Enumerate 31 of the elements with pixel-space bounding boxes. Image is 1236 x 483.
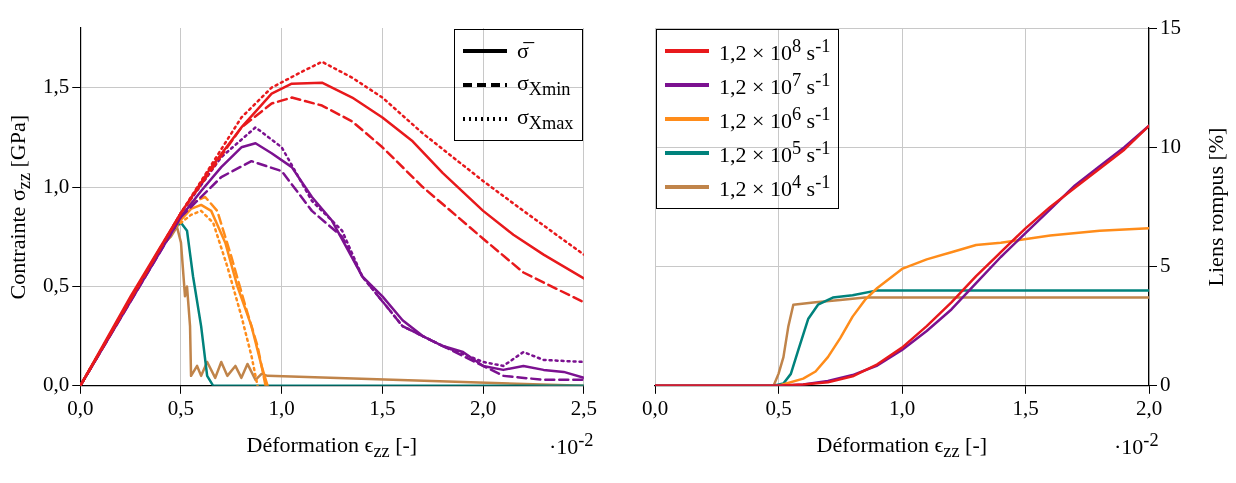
y2-tick-label: 5 — [1160, 253, 1171, 278]
annotation: σ$_{Xmin}$ — [516, 69, 571, 101]
x-tick-label: 0,0 — [641, 395, 669, 420]
y2-axis-title: Liens rompus [%] — [1202, 127, 1229, 287]
x-tick-label: 2,0 — [1135, 395, 1163, 420]
x-tick-label: 2,5 — [570, 395, 597, 420]
legend-label: 1,2 × 10$^{5}$ s$^{-1}$ — [719, 137, 831, 169]
y-tick-label: 0,5 — [43, 272, 70, 297]
x-tick-label: 1,5 — [1012, 395, 1039, 420]
x-tick-label: 0,5 — [765, 395, 792, 420]
text: ·10$^{-2}$ — [548, 429, 594, 461]
x-tick-label: 1,0 — [268, 395, 295, 420]
y2-tick-label: 0 — [1160, 372, 1171, 397]
legend-label: 1,2 × 10$^{8}$ s$^{-1}$ — [719, 35, 831, 67]
x-axis-title: Déformation ϵ$_{zz}$ [-] — [816, 431, 988, 463]
y-tick-label: 1,5 — [43, 74, 70, 99]
legend-label: 1,2 × 10$^{7}$ s$^{-1}$ — [719, 69, 831, 101]
x-tick-label: 0,0 — [67, 395, 94, 420]
x-tick-label: 2,0 — [470, 395, 497, 420]
y2-tick-label: 15 — [1160, 14, 1181, 39]
x-tick-label: 1,0 — [888, 395, 916, 420]
y2-tick-label: 10 — [1160, 133, 1181, 158]
x-tick-label: 0,5 — [167, 395, 195, 420]
text: ·10$^{-2}$ — [1114, 429, 1159, 461]
y-tick-label: 0,0 — [43, 372, 70, 397]
annotation: σ$_{Xmax}$ — [516, 103, 574, 135]
legend-label: 1,2 × 10$^{6}$ s$^{-1}$ — [719, 103, 831, 135]
x-tick-label: 1,5 — [369, 395, 396, 420]
y-tick-label: 1,0 — [43, 173, 70, 198]
x-axis-title: Déformation ϵ$_{zz}$ [-] — [246, 431, 418, 463]
legend-label: 1,2 × 10$^{4}$ s$^{-1}$ — [719, 171, 831, 203]
